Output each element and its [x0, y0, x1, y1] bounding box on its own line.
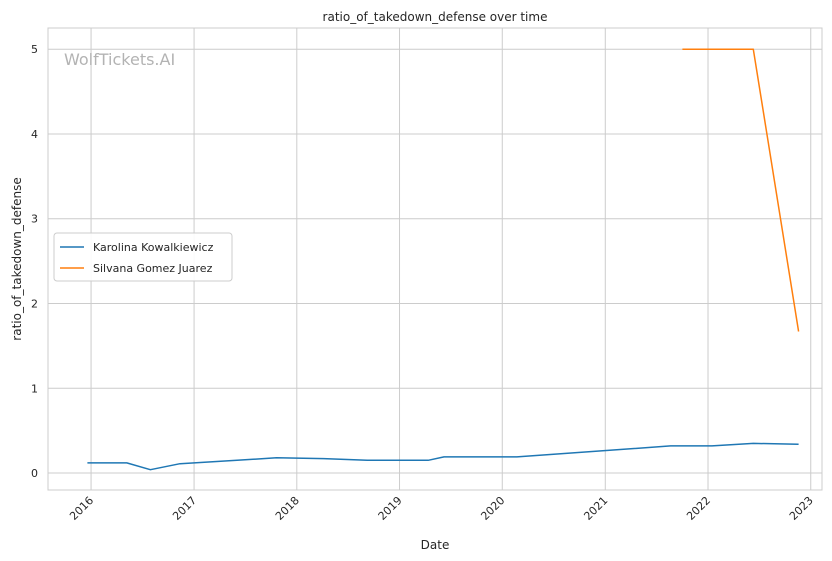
- legend-box: [53, 232, 233, 282]
- x-tick-label: 2019: [376, 494, 405, 523]
- y-axis-ticks: 0 1 2 3 4 5: [31, 43, 38, 480]
- y-tick-label: 3: [31, 213, 38, 226]
- y-tick-label: 4: [31, 128, 38, 141]
- y-axis-label: ratio_of_takedown_defense: [10, 177, 24, 340]
- legend-label-karolina: Karolina Kowalkiewicz: [93, 241, 214, 254]
- series-lines: [87, 48, 800, 471]
- legend-label-silvana: Silvana Gomez Juarez: [93, 262, 213, 275]
- series-line-0: [87, 442, 799, 471]
- chart-title: ratio_of_takedown_defense over time: [323, 10, 548, 24]
- x-axis-label: Date: [421, 538, 450, 552]
- x-tick-label: 2023: [787, 494, 816, 523]
- x-axis-ticks: 2016 2017 2018 2019 2020 2021 2022 2023: [67, 494, 816, 523]
- x-tick-label: 2021: [581, 494, 610, 523]
- series-line-1: [682, 48, 800, 332]
- y-tick-label: 2: [31, 298, 38, 311]
- y-tick-label: 0: [31, 467, 38, 480]
- x-tick-label: 2018: [273, 494, 302, 523]
- x-tick-label: 2020: [478, 494, 507, 523]
- x-tick-label: 2017: [170, 494, 199, 523]
- legend: Karolina Kowalkiewicz Silvana Gomez Juar…: [53, 232, 233, 282]
- y-tick-label: 1: [31, 382, 38, 395]
- x-tick-label: 2022: [684, 494, 713, 523]
- watermark: WolfTickets.AI: [64, 50, 175, 69]
- y-tick-label: 5: [31, 43, 38, 56]
- x-tick-label: 2016: [67, 494, 96, 523]
